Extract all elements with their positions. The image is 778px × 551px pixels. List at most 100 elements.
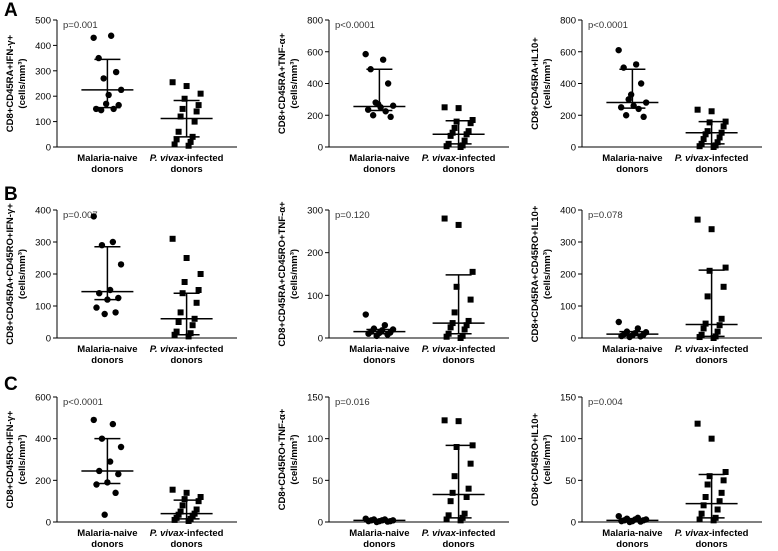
data-point	[179, 290, 186, 297]
data-point	[457, 144, 464, 150]
data-point	[115, 470, 122, 478]
x-category-label-line2: donors	[616, 355, 648, 366]
data-point	[104, 296, 111, 303]
data-point	[171, 141, 178, 148]
data-point	[467, 460, 474, 467]
y-axis-unit: (cells/mm³)	[542, 434, 553, 484]
y-axis-title: CD8+CD45RA+CD45RO+IFN-γ+	[5, 203, 16, 345]
y-tick-label: 150	[307, 393, 323, 404]
data-point	[185, 333, 192, 340]
data-point	[630, 102, 637, 109]
data-point	[702, 494, 709, 500]
data-point	[179, 105, 186, 112]
data-point	[463, 322, 470, 329]
x-category-label: Malaria-naive	[77, 344, 137, 355]
p-value: p<0.0001	[63, 397, 103, 408]
data-point	[181, 279, 188, 285]
data-point	[98, 435, 106, 442]
data-point	[451, 473, 458, 480]
data-point	[700, 325, 707, 332]
y-tick-label: 400	[35, 206, 51, 217]
y-axis-unit: (cells/mm³)	[17, 249, 28, 299]
y-tick-label: 200	[560, 111, 576, 122]
data-point	[706, 473, 713, 480]
data-point	[115, 101, 122, 109]
data-point	[171, 516, 178, 523]
x-category-label: P. vivax-infected	[422, 344, 496, 355]
chart-6: 0 100 200 300 400 CD8+CD45RA+CD45RO+IL10+ (cel…	[530, 205, 762, 366]
x-category-label-line2: donors	[695, 539, 727, 550]
x-category-label: P. vivax-infected	[150, 528, 224, 539]
p-value: p<0.0001	[335, 20, 375, 31]
data-point	[175, 511, 182, 518]
data-point	[187, 330, 194, 337]
data-point	[718, 129, 725, 136]
data-point	[702, 320, 709, 327]
data-point	[694, 420, 701, 427]
data-point	[465, 128, 472, 135]
data-point	[718, 489, 725, 496]
data-point	[702, 131, 709, 138]
data-point	[384, 80, 392, 87]
y-tick-label: 500	[35, 16, 51, 27]
series-p-vivax-infected	[685, 216, 738, 341]
data-point	[110, 105, 117, 113]
data-point	[625, 96, 632, 103]
y-tick-label: 300	[560, 238, 576, 249]
data-point	[181, 496, 188, 503]
x-category-label: P. vivax-infected	[150, 344, 224, 355]
chart-5: 0 100 200 300 CD8+CD45RA+CD45RO+TNF-α+ (cells…	[277, 201, 509, 366]
data-point	[637, 80, 645, 87]
x-category-label-line2: donors	[170, 539, 202, 550]
data-point	[634, 325, 642, 332]
data-point	[177, 508, 184, 515]
x-category-label: Malaria-naive	[349, 528, 409, 539]
y-tick-label: 400	[560, 206, 576, 217]
data-point	[720, 123, 727, 130]
data-point	[193, 506, 200, 513]
data-point	[694, 106, 701, 113]
data-point	[704, 293, 711, 300]
data-point	[722, 469, 729, 475]
data-point	[365, 330, 372, 337]
series-p-vivax-infected	[160, 486, 213, 524]
data-point	[197, 90, 204, 97]
data-point	[93, 481, 100, 488]
data-point	[362, 50, 369, 58]
x-category-label: P. vivax-infected	[150, 153, 224, 164]
y-tick-label: 800	[307, 16, 323, 27]
x-category-label: P. vivax-infected	[675, 153, 749, 164]
data-point	[635, 105, 642, 113]
x-category-label-line2: donors	[170, 355, 202, 366]
data-point	[453, 283, 460, 290]
data-point	[453, 118, 460, 125]
y-tick-label: 400	[560, 79, 576, 90]
series-malaria-naive	[606, 46, 659, 121]
data-point	[704, 481, 711, 488]
y-tick-label: 100	[560, 434, 576, 445]
y-tick-label: 50	[565, 476, 576, 487]
series-malaria-naive	[606, 318, 659, 341]
data-point	[710, 144, 717, 150]
data-point	[374, 100, 382, 108]
data-point	[615, 318, 622, 326]
data-point	[183, 255, 190, 261]
data-point	[461, 137, 468, 144]
data-point	[185, 142, 192, 149]
chart-7: 0 200 400 600 CD8+CD45RO+IFN-γ+ (cells/mm³) p<…	[5, 393, 237, 550]
data-point	[173, 328, 180, 335]
data-point	[92, 105, 100, 113]
data-point	[696, 516, 703, 523]
data-point	[367, 66, 374, 73]
y-tick-label: 200	[560, 270, 576, 281]
data-point	[467, 296, 474, 303]
data-point	[720, 283, 727, 290]
x-category-label: Malaria-naive	[602, 528, 662, 539]
data-point	[117, 86, 125, 94]
data-point	[718, 315, 725, 322]
y-tick-label: 400	[35, 434, 51, 445]
data-point	[181, 95, 188, 102]
y-axis-unit: (cells/mm³)	[289, 249, 300, 299]
